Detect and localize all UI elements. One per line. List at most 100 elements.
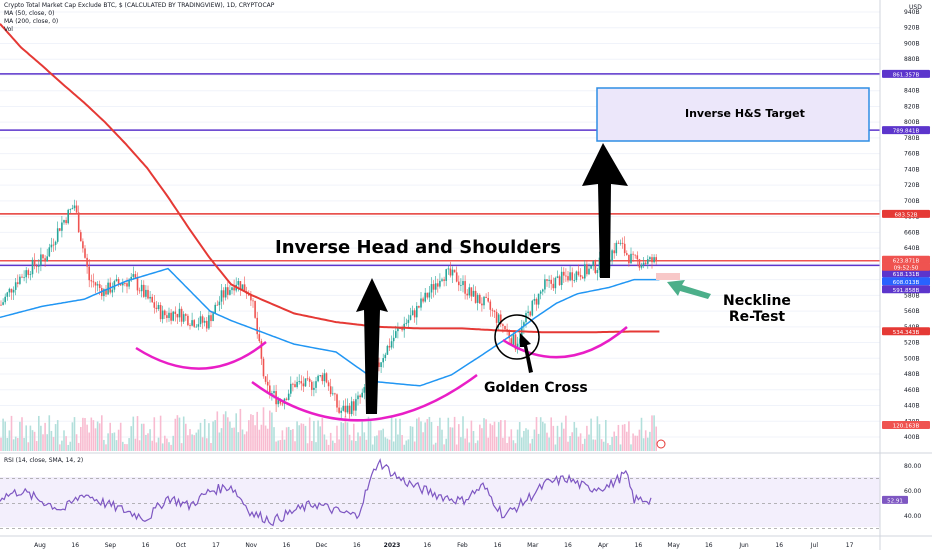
volume-bar [17,438,19,451]
time-tick-label: 16 [494,542,502,549]
volume-bar [334,442,336,451]
volume-bar [241,429,244,451]
volume-bar [621,424,624,451]
volume-legend[interactable]: Vol [4,26,13,33]
volume-bar [472,431,475,451]
candle-body [296,381,298,388]
volume-bar [119,422,122,451]
volume-bar [96,421,99,451]
ma50-line [0,267,660,387]
volume-bar [143,423,145,451]
volume-bar [23,437,25,451]
rsi-axis-ticks[interactable]: 80.00 60.00 40.00 [904,463,921,520]
target-box[interactable] [596,87,870,142]
volume-bar [634,435,636,451]
volume-bar [369,420,372,451]
volume-bar [363,432,366,451]
candle-body [397,328,399,332]
candle-body [145,289,147,297]
candle-body [54,241,57,245]
candle-body [647,259,649,264]
candle-body [621,242,624,244]
candle-body [575,271,578,281]
candle-body [254,300,256,318]
volume-bar [46,434,48,451]
volume-bar [10,415,13,451]
price-tick-label: 460B [904,387,920,394]
candle-body [63,220,65,223]
volume-bar [29,425,32,451]
volume-bar [277,440,279,451]
volume-bar [569,435,571,451]
left-shoulder-curve [135,341,267,370]
volume-bar [69,441,72,451]
candle-body [451,269,454,276]
volume-bar [623,424,626,451]
time-axis-ticks[interactable]: Aug 16 Sep 16 Oct 17 Nov 16 Dec 16 2023 16 Feb 16 Mar 1… [34,542,853,549]
volume-bar [382,428,384,451]
candle-body [424,292,426,302]
candle-body [25,270,27,278]
volume-bar [453,416,456,451]
up-arrow-head [356,278,388,414]
volume-bar [493,421,496,451]
candle-body [470,287,473,297]
candle-body [61,222,63,231]
time-tick-label: Dec [316,542,328,549]
candle-body [590,265,592,269]
volume-bar [554,444,557,451]
volume-bar [539,417,542,451]
volume-bar [117,429,120,451]
candle-body [191,320,193,326]
price-badge [882,277,930,286]
candle-body [491,309,494,311]
ma200-legend[interactable]: MA (200, close, 0) [4,18,59,25]
volume-bar [227,417,229,451]
candle-body [180,308,183,322]
event-marker-icon[interactable] [656,439,666,449]
volume-bar [527,429,529,451]
time-tick-label: May [667,542,680,549]
candle-body [44,258,46,262]
volume-bar [281,430,284,451]
candle-body [329,386,332,395]
candle-body [573,280,576,281]
candle-body [613,250,615,254]
time-tick-label: Mar [527,542,539,549]
time-tick-label: Jul [810,542,819,549]
volume-bar [304,425,307,451]
volume-bar [44,422,46,451]
candle-body [69,209,72,210]
candle-body [514,334,517,350]
volume-bar [214,420,216,451]
candle-body [350,401,353,415]
volume-bar [470,420,473,451]
price-badge [882,262,930,271]
volume-bar [266,428,269,451]
volume-bar [92,420,95,451]
candle-body [445,269,447,281]
volume-bar [653,415,655,451]
volume-bar [455,444,458,451]
candle-body [533,298,536,301]
volume-bar [632,433,634,451]
volume-bar [405,440,408,451]
candle-body [632,253,634,255]
candle-body [638,259,641,268]
candle-body [224,287,227,298]
volume-bar [495,436,498,451]
candle-body [481,303,483,306]
volume-bar [336,425,338,451]
candle-body [531,300,534,316]
candle-body [147,289,149,299]
ma50-legend[interactable]: MA (50, close, 0) [4,10,55,17]
candle-body [416,306,418,318]
rsi-legend[interactable]: RSI (14, close, SMA, 14, 2) [4,457,84,464]
price-badge-label: 618.131B [893,272,920,278]
candle-body [468,287,471,296]
price-badge-label: 534.343B [893,330,920,336]
chart-title[interactable]: Crypto Total Market Cap Exclude BTC, $ (… [4,2,275,9]
price-badge [882,269,930,278]
volume-bar [451,427,454,451]
